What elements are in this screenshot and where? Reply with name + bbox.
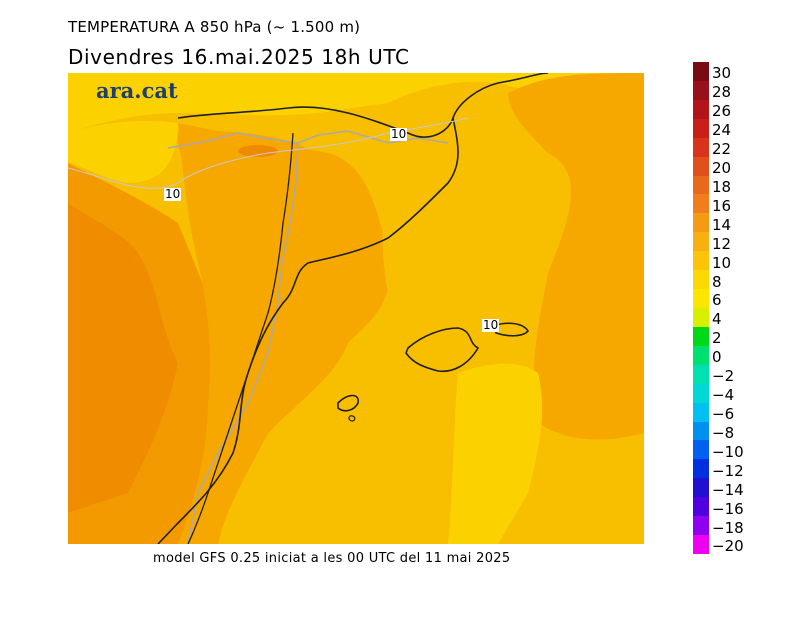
color-scale-label: 12 [712, 234, 732, 253]
color-scale-segment [693, 364, 709, 385]
island-menorca [491, 322, 529, 337]
isotherm-10 [68, 117, 469, 189]
coastline-north [177, 73, 549, 138]
color-scale-segment [693, 516, 709, 536]
color-scale-label: −12 [712, 461, 744, 480]
color-scale-label: 30 [712, 64, 732, 83]
color-scale-label: 4 [712, 310, 722, 329]
color-scale-segment [693, 383, 709, 404]
color-scale-segment [693, 421, 709, 441]
color-scale-label: 8 [712, 272, 722, 291]
color-scale-label: 24 [712, 121, 732, 140]
contour-label-10-north: 10 [390, 127, 408, 141]
color-scale-segment [693, 175, 709, 195]
color-scale-segment [693, 497, 709, 517]
map-title: TEMPERATURA A 850 hPa (~ 1.500 m) [68, 18, 361, 36]
color-scale-segment [693, 156, 709, 177]
map-subtitle-date: Divendres 16.mai.2025 18h UTC [68, 45, 410, 69]
color-scale-label: 20 [712, 159, 732, 178]
island-eivissa [337, 394, 359, 412]
color-scale-label: −8 [712, 423, 735, 442]
temperature-map [68, 73, 644, 544]
color-scale-segment [693, 137, 709, 158]
temperature-color-scale [693, 62, 709, 555]
border-aragon-catalonia [187, 142, 299, 544]
field-12-14-east [508, 73, 644, 440]
field-16-pyrenees-spot [238, 145, 278, 157]
field-12-14-pyrenees [177, 131, 312, 189]
island-mallorca [405, 327, 480, 373]
color-scale-label: 16 [712, 196, 732, 215]
color-scale-segment [693, 308, 709, 328]
color-scale-label: 2 [712, 329, 722, 348]
field-10-12-gulf [382, 93, 513, 293]
color-scale-segment [693, 535, 709, 555]
color-scale-label: 18 [712, 177, 732, 196]
island-formentera [348, 415, 356, 422]
temperature-field [68, 73, 644, 544]
color-scale-label: 0 [712, 348, 722, 367]
color-scale-label: 6 [712, 291, 722, 310]
color-scale-segment [693, 213, 709, 233]
ara-cat-logo: ara.cat [96, 78, 178, 103]
color-scale-segment [693, 345, 709, 366]
color-scale-segment [693, 459, 709, 479]
field-8-10-northwest [68, 121, 178, 183]
color-scale-segment [693, 289, 709, 309]
color-scale-segment [693, 326, 709, 347]
contour-label-10-menorca: 10 [482, 318, 500, 332]
color-scale-segment [693, 194, 709, 214]
contour-label-10-west: 10 [164, 187, 182, 201]
color-scale-label: −6 [712, 405, 735, 424]
color-scale-label: 26 [712, 102, 732, 121]
color-scale-segment [693, 80, 709, 101]
color-scale-label: 14 [712, 215, 732, 234]
field-8-10-south-sea [448, 363, 543, 544]
color-scale-segment [693, 440, 709, 460]
color-scale-segment [693, 62, 709, 82]
color-scale-segment [693, 251, 709, 271]
color-scale-label: 10 [712, 253, 732, 272]
color-scale-segment [693, 118, 709, 139]
color-scale-segment [693, 402, 709, 423]
coastline-catalonia-valencia [157, 117, 459, 544]
color-scale-label: −16 [712, 499, 744, 518]
color-scale-label: −20 [712, 537, 744, 556]
border-inland [187, 132, 294, 544]
color-scale-segment [693, 99, 709, 120]
color-scale-label: −10 [712, 442, 744, 461]
color-scale-segment [693, 232, 709, 252]
color-scale-label: −18 [712, 518, 744, 537]
color-scale-label: 28 [712, 83, 732, 102]
color-scale-label: −4 [712, 386, 735, 405]
model-run-caption: model GFS 0.25 iniciat a les 00 UTC del … [153, 551, 511, 566]
color-scale-label: −2 [712, 367, 735, 386]
field-16-west [68, 203, 178, 513]
color-scale-segment [693, 270, 709, 290]
field-8-10-north [68, 73, 644, 133]
color-scale-label: −14 [712, 480, 744, 499]
color-scale-segment [693, 478, 709, 498]
field-10-12-sea [368, 372, 458, 544]
color-scale-label: 22 [712, 140, 732, 159]
field-12-14-catalonia [178, 123, 390, 544]
